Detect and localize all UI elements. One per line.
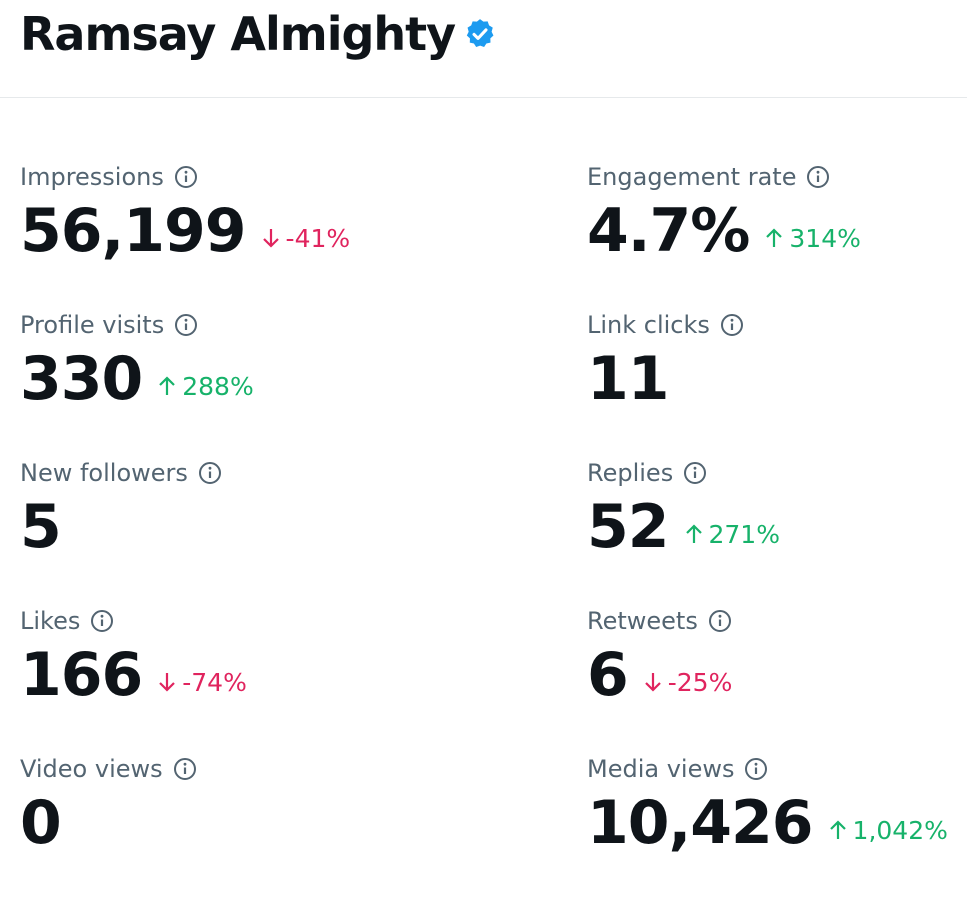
metric-label: Impressions	[20, 163, 164, 191]
arrow-up	[159, 376, 176, 395]
metric-label-row: Replies	[587, 456, 967, 490]
info-icon[interactable]	[174, 165, 198, 189]
metric-label-row: Retweets	[587, 604, 967, 638]
change-text: -41%	[285, 223, 351, 253]
metric-change: -41%	[262, 223, 351, 253]
metric: Retweets 6 -25%	[587, 604, 967, 752]
arrow-up	[829, 820, 846, 839]
metric-label: Profile visits	[20, 311, 165, 339]
metric-label: Link clicks	[587, 311, 710, 339]
metric-value-row: 6 -25%	[587, 640, 967, 710]
metric-label: Engagement rate	[587, 163, 797, 191]
metric-change: 1,042%	[829, 816, 948, 845]
info-icon[interactable]	[90, 609, 114, 633]
metric-label-row: Profile visits	[20, 308, 587, 342]
change-text: -25%	[667, 667, 733, 697]
metric-value-row: 5	[20, 492, 587, 562]
info-icon[interactable]	[683, 461, 707, 485]
metric-change: -74%	[158, 668, 247, 697]
change-text: 314%	[789, 223, 861, 253]
info-icon[interactable]	[744, 757, 768, 781]
metric-change: 314%	[765, 223, 861, 253]
metric-value: 330	[20, 344, 143, 414]
metric-change: 271%	[685, 520, 780, 549]
arrow-up	[685, 524, 702, 543]
header: Ramsay Almighty	[20, 4, 497, 64]
metric: Profile visits 330 288%	[20, 308, 587, 456]
change-text: 288%	[182, 371, 254, 401]
metric-label: New followers	[20, 459, 188, 487]
arrow-up	[766, 228, 783, 247]
change-text: -74%	[182, 667, 247, 697]
metrics-grid: Impressions 56,199 -41% Engagement rate 4.7%…	[20, 160, 967, 900]
info-icon[interactable]	[720, 313, 744, 337]
metric-value-row: 166 -74%	[20, 640, 587, 710]
metric-value: 0	[20, 788, 62, 858]
arrow-down	[262, 229, 279, 248]
metric-change: 288%	[158, 371, 254, 401]
metric-value-row: 52 271%	[587, 492, 967, 562]
metric: Impressions 56,199 -41%	[20, 160, 587, 308]
metric-value: 166	[20, 640, 143, 710]
divider	[0, 97, 967, 98]
metric: Likes 166 -74%	[20, 604, 587, 752]
metric-value-row: 11	[587, 344, 967, 414]
metric-label-row: Likes	[20, 604, 587, 638]
metric-value-row: 4.7% 314%	[587, 196, 967, 266]
metric: Video views 0	[20, 752, 587, 900]
metric-value: 10,426	[587, 788, 814, 858]
metric-value-row: 10,426 1,042%	[587, 788, 967, 858]
info-icon[interactable]	[173, 757, 197, 781]
info-icon[interactable]	[806, 165, 830, 189]
arrow-down	[644, 673, 661, 692]
metric-label: Retweets	[587, 607, 698, 635]
metric-value-row: 56,199 -41%	[20, 196, 587, 266]
metric-label: Likes	[20, 607, 81, 635]
metric-value: 52	[587, 492, 669, 562]
metric-label-row: Media views	[587, 752, 967, 786]
metric: Link clicks 11	[587, 308, 967, 456]
metric: Replies 52 271%	[587, 456, 967, 604]
verified-badge	[466, 19, 494, 48]
info-icon[interactable]	[708, 609, 732, 633]
account-name: Ramsay Almighty	[20, 7, 456, 61]
metric-label: Media views	[587, 755, 735, 783]
metric-label-row: Video views	[20, 752, 587, 786]
metric-label-row: Engagement rate	[587, 160, 967, 194]
arrow-down	[159, 673, 176, 692]
metric-label-row: Impressions	[20, 160, 587, 194]
metric: Engagement rate 4.7% 314%	[587, 160, 967, 308]
page: Ramsay Almighty Impressions 56,199 -41% Eng…	[0, 4, 967, 858]
metric: New followers 5	[20, 456, 587, 604]
metric-label: Replies	[587, 459, 674, 487]
metric-value: 5	[20, 492, 62, 562]
metric-value-row: 0	[20, 788, 587, 858]
metric-value-row: 330 288%	[20, 344, 587, 414]
change-text: 271%	[708, 519, 780, 549]
metric-value: 11	[587, 344, 669, 414]
metric-label-row: New followers	[20, 456, 587, 490]
metric-value: 4.7%	[587, 196, 750, 266]
metric-change: -25%	[644, 667, 733, 697]
metric-value: 6	[587, 640, 629, 710]
info-icon[interactable]	[198, 461, 222, 485]
metric-label-row: Link clicks	[587, 308, 967, 342]
metric-value: 56,199	[20, 196, 247, 266]
metric: Media views 10,426 1,042%	[587, 752, 967, 900]
info-icon[interactable]	[174, 313, 198, 337]
change-text: 1,042%	[852, 815, 948, 845]
metric-label: Video views	[20, 755, 163, 783]
